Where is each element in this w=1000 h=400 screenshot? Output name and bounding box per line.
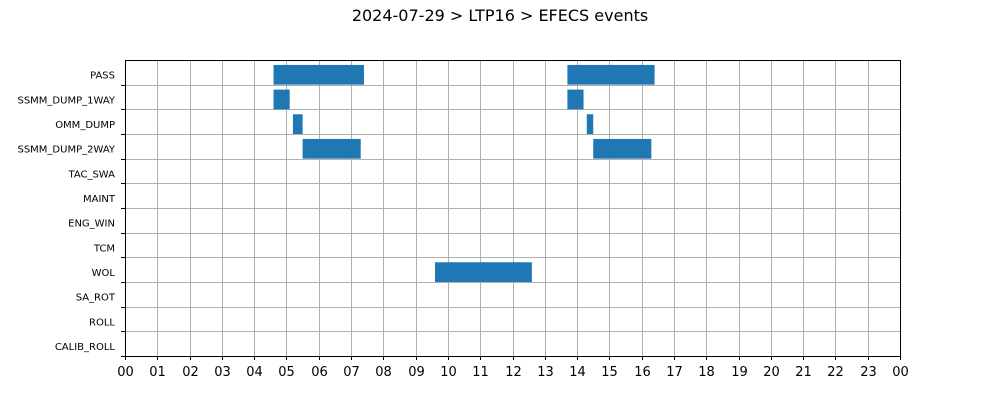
y-tick-label-omm-dump: OMM_DUMP — [55, 120, 115, 131]
y-tick-label-tcm: TCM — [93, 243, 115, 254]
x-tick-label: 08 — [375, 365, 392, 380]
plot-area-frame — [125, 60, 901, 357]
event-bar-ssmm-dump-2way — [593, 138, 652, 159]
event-bar-wol — [435, 262, 532, 282]
x-tick-label: 23 — [860, 365, 877, 380]
x-tick-label: 06 — [311, 365, 328, 380]
grid-layer — [125, 60, 901, 357]
y-tick-label-sa-rot: SA_ROT — [76, 293, 116, 304]
x-tick-label: 10 — [440, 365, 457, 380]
y-tick-label-maint: MAINT — [83, 194, 116, 205]
y-tick-label-ssmm-dump-2way: SSMM_DUMP_2WAY — [17, 145, 115, 156]
y-tick-label-pass: PASS — [90, 71, 115, 82]
chart-title: 2024-07-29 > LTP16 > EFECS events — [351, 6, 649, 25]
event-bar-omm-dump — [586, 114, 594, 134]
x-tick-label: 17 — [666, 365, 683, 380]
y-tick-label-eng-win: ENG_WIN — [68, 219, 115, 230]
y-tick-label-roll: ROLL — [89, 317, 115, 328]
event-bar-omm-dump — [292, 114, 303, 134]
y-tick-label-tac-swa: TAC_SWA — [67, 169, 115, 180]
x-tick-label: 07 — [343, 365, 360, 380]
x-tick-label: 11 — [472, 365, 489, 380]
x-tick-label: 21 — [795, 365, 812, 380]
x-tick-label: 00 — [892, 365, 909, 380]
event-bar-ssmm-dump-1way — [273, 89, 290, 110]
bar-layer — [273, 64, 655, 282]
x-tick-label: 22 — [827, 365, 844, 380]
x-tick-label: 02 — [182, 365, 199, 380]
event-bar-pass — [273, 64, 364, 85]
x-tick-label: 14 — [569, 365, 586, 380]
x-tick-label: 04 — [246, 365, 263, 380]
x-tick-label: 00 — [117, 365, 134, 380]
x-tick-label: 01 — [149, 365, 166, 380]
x-tick-label: 15 — [601, 365, 618, 380]
x-tick-label: 13 — [537, 365, 554, 380]
x-tick-label: 19 — [731, 365, 748, 380]
event-bar-pass — [567, 64, 655, 85]
event-bar-ssmm-dump-1way — [567, 89, 584, 110]
x-tick-label: 20 — [763, 365, 780, 380]
y-tick-label-wol: WOL — [92, 268, 116, 279]
x-tick-label: 16 — [634, 365, 651, 380]
y-tick-label-calib-roll: CALIB_ROLL — [55, 342, 116, 353]
tick-layer: 00 01 02 03 04 05 06 07 08 09 10 11 12 13 14 15 16 17 18 19… — [17, 71, 908, 380]
x-tick-label: 03 — [214, 365, 231, 380]
x-tick-label: 09 — [408, 365, 425, 380]
x-tick-label: 12 — [505, 365, 522, 380]
event-bar-ssmm-dump-2way — [302, 138, 361, 159]
x-tick-label: 18 — [698, 365, 715, 380]
x-tick-label: 05 — [278, 365, 295, 380]
y-tick-label-ssmm-dump-1way: SSMM_DUMP_1WAY — [17, 95, 115, 106]
